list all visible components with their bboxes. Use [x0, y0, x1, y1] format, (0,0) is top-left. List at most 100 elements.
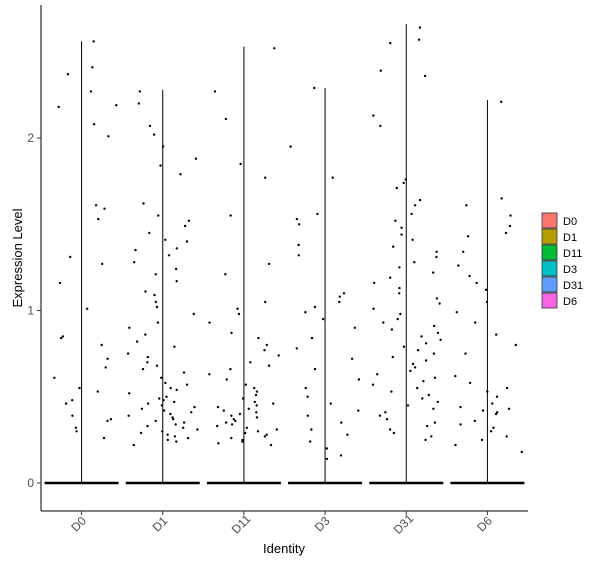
- data-point: [467, 235, 470, 238]
- data-point: [331, 176, 334, 179]
- data-point: [255, 404, 258, 407]
- data-point: [71, 399, 74, 402]
- data-point: [179, 173, 182, 176]
- data-point: [152, 133, 156, 136]
- data-point: [126, 352, 130, 355]
- data-point: [435, 255, 438, 259]
- data-point: [309, 440, 312, 443]
- data-point: [454, 443, 457, 447]
- data-point: [494, 412, 498, 416]
- data-point: [264, 300, 267, 304]
- data-point: [94, 204, 98, 207]
- data-point: [489, 430, 493, 433]
- data-point: [244, 431, 247, 435]
- data-point: [409, 369, 412, 373]
- data-point: [161, 430, 164, 433]
- data-point: [135, 340, 139, 343]
- data-point: [297, 254, 300, 257]
- data-point: [432, 407, 435, 410]
- data-point: [507, 407, 511, 410]
- data-point: [141, 367, 145, 371]
- data-point: [455, 311, 458, 314]
- data-point: [101, 262, 104, 266]
- legend: D0 D1 D11 D3 D31 D6: [541, 212, 583, 309]
- data-point: [257, 336, 260, 340]
- data-point: [457, 264, 460, 267]
- data-point: [462, 250, 465, 253]
- data-point: [435, 297, 439, 300]
- data-point: [436, 400, 439, 404]
- data-point: [398, 292, 401, 295]
- data-point: [106, 419, 109, 423]
- data-point: [385, 418, 389, 421]
- data-point: [196, 428, 199, 431]
- data-point: [500, 197, 503, 200]
- data-point: [313, 367, 317, 371]
- data-point: [392, 431, 396, 435]
- data-point: [416, 349, 420, 352]
- data-point: [432, 271, 435, 274]
- data-point: [53, 376, 56, 379]
- data-point: [138, 90, 141, 93]
- data-point: [107, 135, 110, 138]
- legend-swatch-D6: [541, 292, 558, 309]
- data-point: [384, 411, 387, 414]
- data-point: [392, 245, 395, 248]
- data-point: [92, 40, 95, 43]
- data-point: [424, 438, 427, 442]
- data-point: [97, 217, 100, 221]
- data-point: [430, 435, 433, 438]
- data-point: [325, 447, 328, 450]
- data-point: [147, 402, 150, 405]
- data-point: [436, 331, 440, 335]
- data-point: [91, 66, 94, 69]
- data-point: [310, 428, 313, 431]
- data-point: [185, 383, 189, 386]
- x-tick-label-D6: D6: [474, 514, 495, 535]
- data-point: [396, 317, 399, 321]
- data-point: [194, 157, 198, 160]
- data-point: [495, 395, 499, 398]
- data-point: [339, 454, 343, 457]
- data-point: [75, 430, 78, 433]
- data-point: [92, 123, 96, 126]
- data-point: [438, 302, 441, 305]
- data-point: [128, 392, 131, 395]
- data-point: [165, 395, 168, 398]
- data-point: [313, 305, 317, 309]
- data-point: [373, 281, 376, 285]
- data-point: [74, 426, 78, 429]
- legend-label-D11: D11: [563, 248, 582, 260]
- data-point: [402, 345, 406, 348]
- data-point: [241, 438, 244, 442]
- data-point: [390, 328, 394, 331]
- data-point: [187, 219, 191, 222]
- data-point: [171, 416, 174, 419]
- data-point: [389, 41, 392, 45]
- y-tick-label-2: 2: [27, 131, 34, 145]
- data-point: [413, 366, 417, 369]
- data-point: [325, 457, 329, 461]
- data-point: [492, 426, 495, 429]
- data-point: [241, 397, 245, 400]
- data-point: [155, 305, 159, 309]
- data-point: [426, 424, 429, 428]
- data-point: [504, 231, 508, 235]
- data-point: [249, 361, 252, 364]
- data-point: [357, 409, 360, 412]
- data-point: [169, 386, 172, 390]
- data-point: [468, 274, 471, 278]
- data-point: [475, 281, 478, 285]
- data-point: [350, 357, 354, 360]
- legend-swatch-D11: [541, 244, 558, 261]
- data-point: [66, 73, 70, 76]
- data-point: [474, 321, 477, 324]
- data-point: [237, 312, 241, 316]
- data-point: [64, 402, 68, 405]
- data-point: [216, 405, 220, 409]
- data-point: [174, 267, 178, 271]
- data-point: [391, 355, 394, 359]
- data-point: [306, 414, 309, 417]
- data-point: [289, 145, 292, 148]
